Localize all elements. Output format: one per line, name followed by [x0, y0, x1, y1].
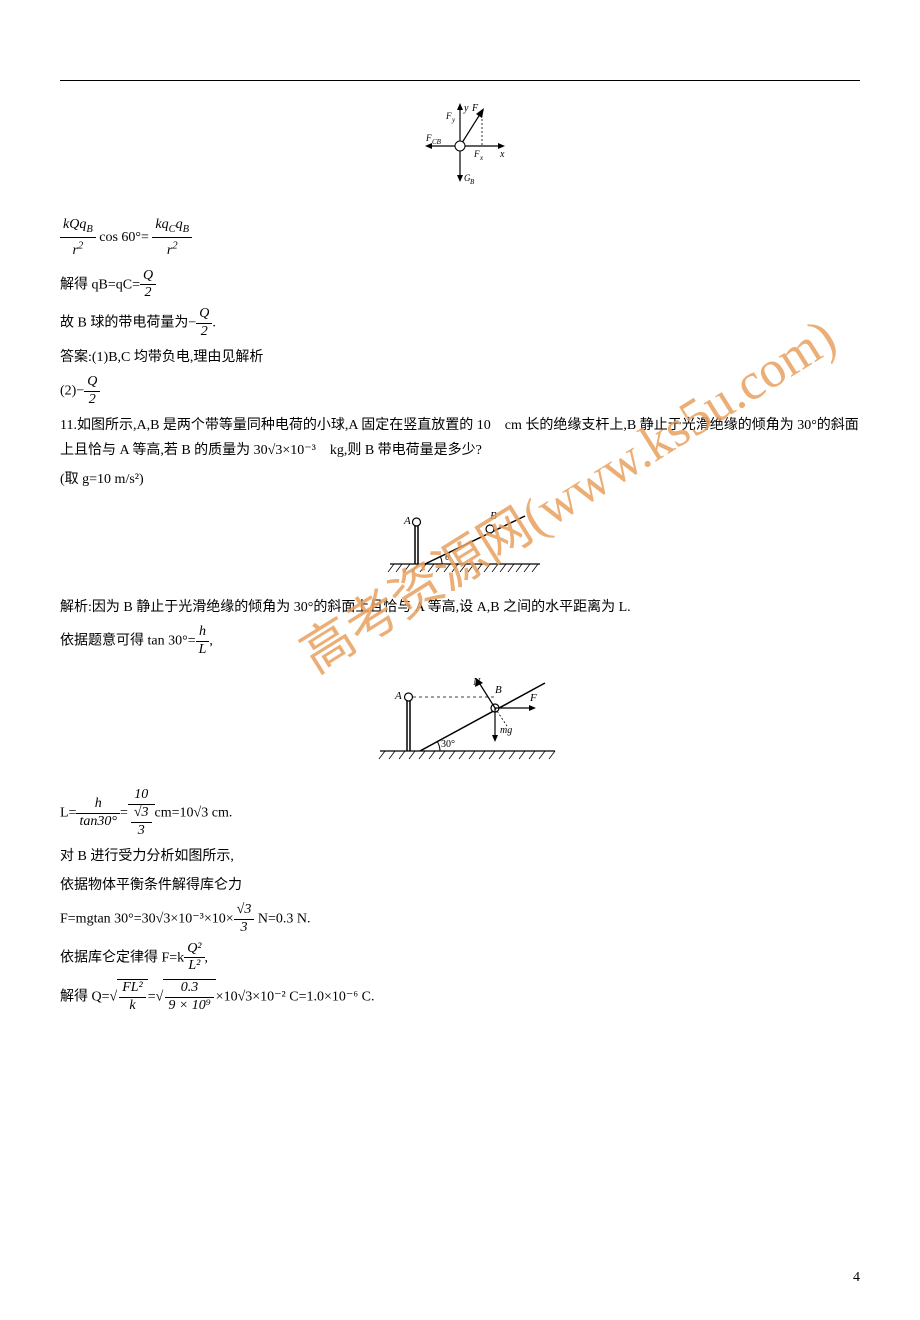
svg-text:A: A [403, 515, 411, 527]
problem-11-text: 11.如图所示,A,B 是两个带等量同种电荷的小球,A 固定在竖直放置的 10 … [60, 413, 860, 463]
equation-1: kQqB r2 cos 60°= kqCqB r2 [60, 212, 860, 263]
page: y x F F y F x F CB G B [0, 0, 920, 1320]
b-charge-prefix: 故 B 球的带电荷量为− [60, 316, 196, 331]
q-prefix: 解得 Q= [60, 990, 110, 1005]
svg-text:x: x [499, 149, 505, 160]
page-number: 4 [853, 1265, 860, 1290]
f-prefix: F=mgtan 30°=30√3×10⁻³×10× [60, 912, 234, 927]
tan30-prefix: 依据题意可得 tan 30°= [60, 634, 196, 649]
tan30-line: 依据题意可得 tan 30°=hL, [60, 624, 860, 659]
coulomb-suffix: , [205, 950, 209, 965]
figure-1: y x F F y F x F CB G B [60, 101, 860, 200]
solve-prefix: 解得 qB=qC= [60, 277, 140, 292]
q-equation: 解得 Q=√FL²k=√0.39 × 10⁹×10√3×10⁻² C=1.0×1… [60, 979, 860, 1015]
equilibrium-line: 依据物体平衡条件解得库仑力 [60, 873, 860, 898]
svg-text:B: B [495, 684, 502, 696]
b-charge-line: 故 B 球的带电荷量为−Q2. [60, 306, 860, 341]
l-suffix: cm=10√3 cm. [155, 806, 233, 821]
solve-line: 解得 qB=qC=Q2 [60, 268, 860, 303]
top-rule [60, 80, 860, 81]
q-eq-sign: = [148, 990, 156, 1005]
svg-text:F: F [529, 692, 537, 704]
force-incline-svg: A B N F mg 30° [355, 671, 565, 766]
eq1-mid: cos 60°= [99, 230, 152, 245]
svg-text:θ: θ [445, 552, 450, 563]
incline-diagram-svg: A B θ [370, 504, 550, 574]
svg-text:N: N [472, 676, 481, 688]
f-suffix: N=0.3 N. [254, 912, 310, 927]
svg-text:B: B [470, 178, 475, 186]
svg-text:F: F [473, 149, 480, 159]
svg-text:30°: 30° [441, 739, 455, 750]
force-analysis-line: 对 B 进行受力分析如图所示, [60, 844, 860, 869]
coulomb-line: 依据库仑定律得 F=kQ²L², [60, 941, 860, 976]
answer2-prefix: (2)− [60, 383, 84, 398]
g-value-line: (取 g=10 m/s²) [60, 467, 860, 492]
svg-text:mg: mg [500, 725, 512, 736]
l-prefix: L= [60, 806, 76, 821]
svg-text:x: x [479, 154, 484, 162]
svg-text:F: F [425, 133, 432, 143]
b-charge-suffix: . [212, 316, 216, 331]
coulomb-prefix: 依据库仑定律得 F=k [60, 950, 184, 965]
svg-text:CB: CB [432, 138, 442, 146]
svg-text:B: B [490, 510, 497, 522]
figure-2: A B θ [60, 504, 860, 583]
l-equation: L=htan30°=10√33cm=10√3 cm. [60, 787, 860, 839]
svg-text:A: A [394, 690, 402, 702]
svg-text:F: F [445, 111, 452, 121]
tan30-suffix: , [209, 634, 213, 649]
force-diagram-1-svg: y x F F y F x F CB G B [410, 101, 510, 191]
svg-text:y: y [463, 103, 469, 114]
l-eq-sign: = [120, 806, 128, 821]
f-equation: F=mgtan 30°=30√3×10⁻³×10×√33 N=0.3 N. [60, 902, 860, 937]
answer-1: 答案:(1)B,C 均带负电,理由见解析 [60, 345, 860, 370]
q-suffix: ×10√3×10⁻² C=1.0×10⁻⁶ C. [216, 990, 375, 1005]
svg-text:F: F [471, 103, 479, 114]
answer-2: (2)−Q2 [60, 374, 860, 409]
svg-text:y: y [451, 116, 456, 124]
analysis-line: 解析:因为 B 静止于光滑绝缘的倾角为 30°的斜面上且恰与 A 等高,设 A,… [60, 595, 860, 620]
figure-3: A B N F mg 30° [60, 671, 860, 775]
